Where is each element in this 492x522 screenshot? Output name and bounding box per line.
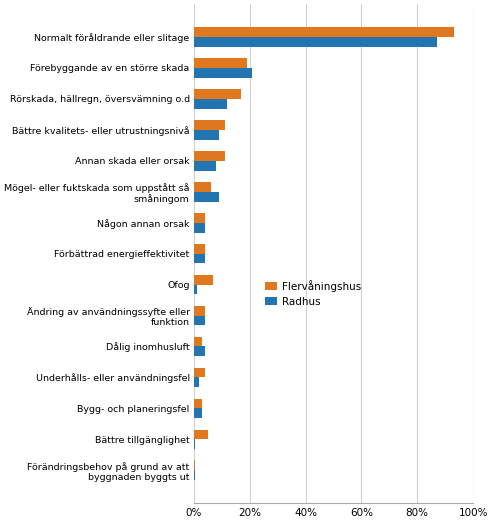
Legend: Flervåningshus, Radhus: Flervåningshus, Radhus: [260, 276, 366, 311]
Bar: [194, 129, 219, 139]
Bar: [194, 212, 205, 222]
Bar: [194, 284, 197, 294]
Bar: [194, 377, 199, 387]
Bar: [194, 120, 224, 129]
Bar: [194, 398, 202, 408]
Bar: [194, 99, 227, 109]
Bar: [194, 337, 202, 347]
Bar: [194, 460, 195, 470]
Bar: [194, 315, 205, 325]
Bar: [194, 89, 241, 99]
Bar: [194, 244, 205, 254]
Bar: [194, 275, 214, 284]
Bar: [194, 305, 205, 315]
Bar: [194, 254, 205, 264]
Bar: [194, 408, 202, 418]
Bar: [194, 151, 224, 161]
Bar: [194, 367, 205, 377]
Bar: [194, 58, 247, 68]
Bar: [194, 182, 211, 192]
Bar: [194, 440, 195, 449]
Bar: [194, 192, 219, 201]
Bar: [194, 27, 454, 37]
Bar: [194, 222, 205, 232]
Bar: [194, 37, 437, 46]
Bar: [194, 347, 205, 357]
Bar: [194, 430, 208, 440]
Bar: [194, 68, 252, 78]
Bar: [194, 470, 195, 480]
Bar: [194, 161, 216, 171]
